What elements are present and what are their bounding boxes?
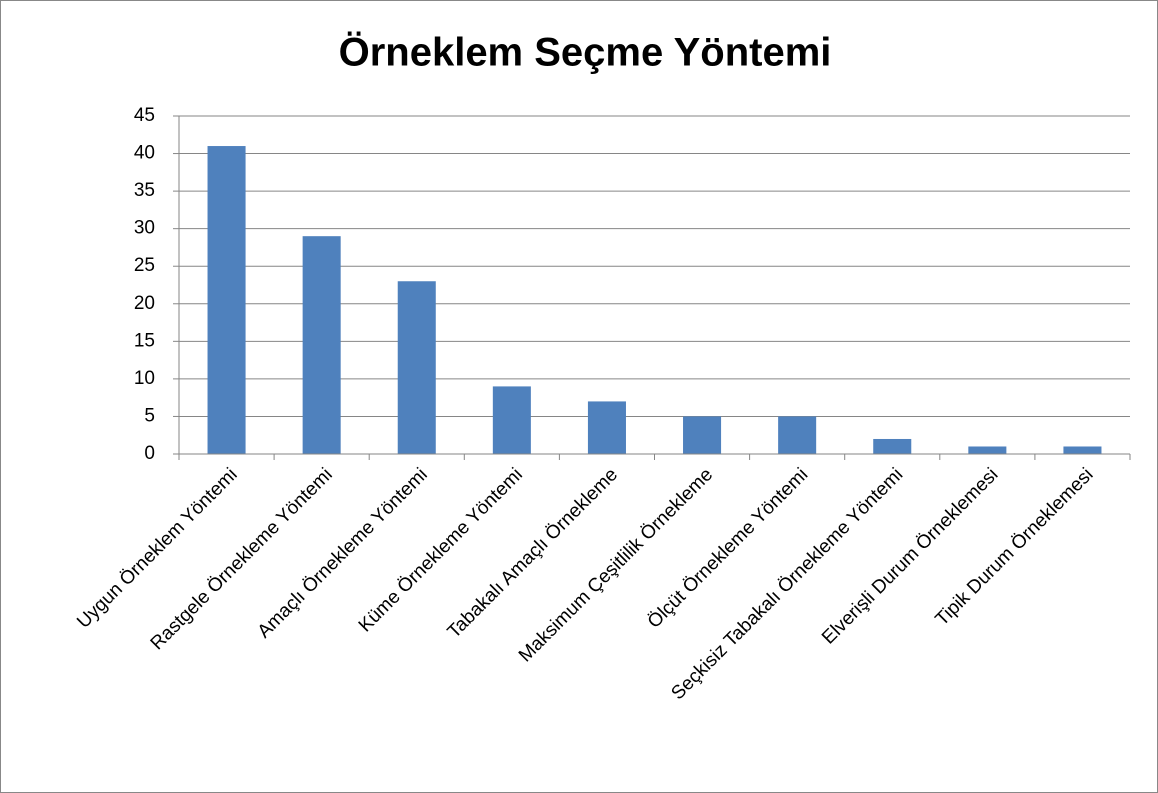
- y-tick-label: 30: [134, 218, 155, 239]
- y-tick-label: 15: [134, 330, 155, 351]
- bar: [397, 281, 436, 454]
- y-tick-label: 45: [134, 105, 155, 126]
- bar: [1063, 446, 1102, 454]
- y-tick-label: 20: [134, 293, 155, 314]
- y-tick-label: 40: [134, 143, 155, 164]
- y-tick-label: 35: [134, 180, 155, 201]
- y-tick-label: 25: [134, 255, 155, 276]
- bar: [968, 446, 1007, 454]
- chart-title: Örneklem Seçme Yöntemi: [339, 30, 832, 75]
- bar: [873, 438, 912, 454]
- y-tick-label: 5: [144, 405, 155, 426]
- bar: [587, 401, 626, 454]
- y-tick-label: 0: [144, 443, 155, 464]
- bar: [207, 146, 246, 455]
- bar: [492, 386, 531, 454]
- bar: [778, 416, 817, 454]
- bar: [302, 236, 341, 454]
- y-tick-label: 10: [134, 368, 155, 389]
- bar: [683, 416, 722, 454]
